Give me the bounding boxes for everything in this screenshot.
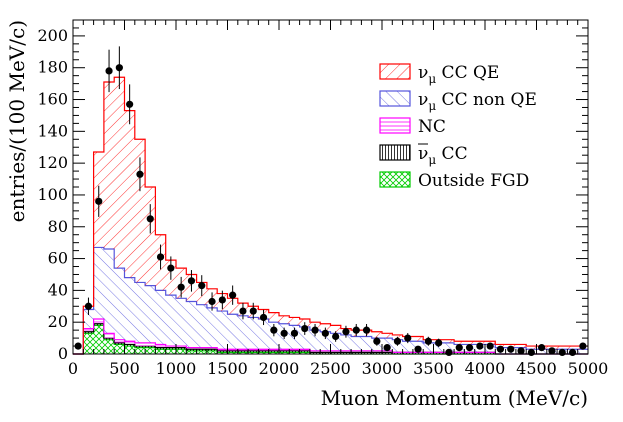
data-point xyxy=(167,264,175,272)
data-point xyxy=(311,326,319,334)
data-point xyxy=(321,329,329,337)
legend-label-numu-cc-qe: νμ CC QE xyxy=(418,63,499,86)
data-point xyxy=(383,344,391,352)
legend: νμ CC QE νμ CC non QE NC νμ CC Outside FGD xyxy=(379,63,537,191)
data-point xyxy=(105,67,113,75)
x-axis-label: Muon Momentum (MeV/c) xyxy=(321,386,588,410)
data-point xyxy=(126,100,134,108)
data-point xyxy=(332,332,340,341)
data-point xyxy=(249,307,257,315)
data-point xyxy=(435,339,443,347)
data-point xyxy=(95,197,103,205)
data-point xyxy=(362,326,371,334)
data-point xyxy=(115,64,123,72)
x-tick-label: 1500 xyxy=(207,359,248,378)
legend-swatch-nc xyxy=(379,117,411,134)
data-point xyxy=(218,296,226,304)
data-point xyxy=(136,170,144,178)
y-tick-label: 120 xyxy=(37,153,68,172)
x-tick-label: 2000 xyxy=(259,359,300,378)
y-tick-label: 20 xyxy=(48,312,68,331)
y-tick-label: 0 xyxy=(58,344,68,363)
y-tick-label: 100 xyxy=(37,185,68,204)
y-tick-label: 180 xyxy=(37,58,68,77)
legend-swatch-numu-cc-qe xyxy=(379,63,411,80)
hist-band-numu-cc-non-qe xyxy=(73,247,588,354)
data-point xyxy=(146,215,154,223)
y-tick-label: 160 xyxy=(37,90,68,109)
data-point xyxy=(568,348,577,357)
data-point xyxy=(270,326,278,334)
data-point xyxy=(84,302,93,310)
data-point xyxy=(538,344,546,352)
x-tick-label: 500 xyxy=(109,359,140,378)
data-point xyxy=(393,337,402,345)
data-point xyxy=(342,328,350,336)
data-point xyxy=(290,329,299,337)
legend-label-numu-cc-non-qe: νμ CC non QE xyxy=(418,90,537,113)
data-point xyxy=(486,342,494,350)
data-point xyxy=(198,282,206,290)
legend-swatch-outside-fgd xyxy=(379,171,411,188)
data-point xyxy=(156,253,165,261)
legend-label-nc: NC xyxy=(418,117,446,137)
x-tick-label: 4000 xyxy=(465,359,506,378)
data-point xyxy=(424,337,432,345)
data-point xyxy=(259,313,268,322)
data-point xyxy=(301,324,309,333)
x-tick-label: 3000 xyxy=(362,359,403,378)
legend-label-anti-numu-cc: νμ CC xyxy=(418,144,468,167)
data-point xyxy=(558,348,566,357)
y-axis-label: entries/(100 MeV/c) xyxy=(5,20,29,222)
data-point xyxy=(476,342,484,350)
data-point xyxy=(229,291,237,299)
x-tick-label: 5000 xyxy=(568,359,609,378)
data-point xyxy=(239,307,247,315)
x-tick-label: 3500 xyxy=(413,359,454,378)
x-tick-label: 0 xyxy=(68,359,78,378)
y-tick-label: 140 xyxy=(37,121,68,140)
y-tick-label: 200 xyxy=(37,26,68,45)
data-point xyxy=(455,344,463,352)
legend-label-outside-fgd: Outside FGD xyxy=(418,171,529,191)
data-point xyxy=(527,348,535,357)
x-tick-label: 4500 xyxy=(516,359,557,378)
data-point xyxy=(517,347,525,355)
x-axis: 0 500 1000 1500 2000 2500 3000 3500 4000 4500 5000 xyxy=(68,20,608,378)
data-point xyxy=(177,283,185,291)
y-tick-label: 40 xyxy=(48,280,68,299)
data-point xyxy=(496,345,505,353)
legend-swatch-numu-cc-non-qe xyxy=(379,90,411,107)
data-point xyxy=(404,334,412,342)
data-point xyxy=(187,277,196,285)
y-axis: 0 20 40 60 80 100 120 140 160 180 200 xyxy=(37,19,588,363)
data-point xyxy=(465,344,474,352)
data-point xyxy=(414,345,422,353)
data-point xyxy=(280,329,288,337)
data-point xyxy=(507,345,515,353)
data-point xyxy=(208,297,216,306)
y-tick-label: 80 xyxy=(48,217,68,236)
data-point xyxy=(352,326,360,334)
x-tick-label: 1000 xyxy=(156,359,197,378)
x-tick-label: 2500 xyxy=(310,359,351,378)
data-point xyxy=(548,347,556,355)
data-point xyxy=(373,337,381,345)
y-tick-label: 60 xyxy=(48,249,68,268)
legend-swatch-anti-numu-cc xyxy=(379,144,411,161)
hist-outline-numu-cc-qe xyxy=(73,76,588,355)
data-point xyxy=(445,348,453,357)
